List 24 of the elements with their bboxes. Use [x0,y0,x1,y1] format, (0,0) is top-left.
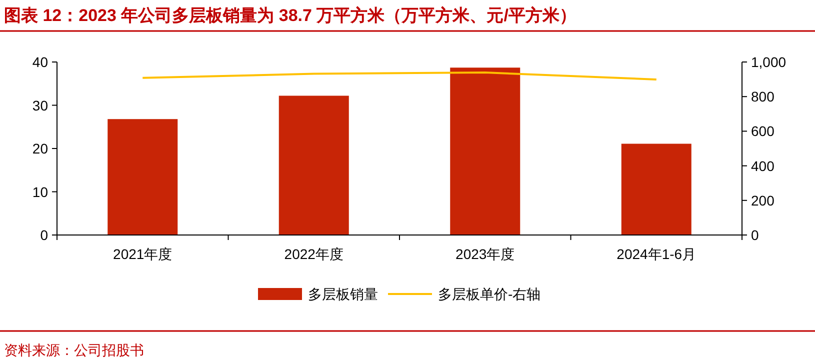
y-tick-label: 0 [40,227,48,243]
bar [621,144,692,235]
bar [278,96,349,235]
bar [450,68,520,235]
y2-tick-label: 200 [751,192,775,208]
line-series [142,72,658,80]
legend-label: 多层板单价-右轴 [438,286,541,302]
y2-tick-label: 0 [751,227,759,243]
y2-tick-label: 1,000 [751,54,786,70]
text: 资料来源：公司招股书 [4,342,144,358]
x-tick-label: 2022年度 [284,246,344,262]
y-tick-label: 30 [32,97,48,114]
x-tick-label: 2021年度 [113,246,172,262]
legend-label: 多层板销量 [308,286,378,302]
chart-title: 图表 12：2023 年公司多层板销量为 38.7 万平方米（万平方米、元/平方米） [4,6,576,25]
y-tick-label: 10 [32,184,48,200]
y2-tick-label: 400 [751,158,775,174]
y-tick-label: 40 [32,54,48,70]
x-tick-label: 2024年1-6月 [616,246,696,262]
y-tick-label: 20 [32,140,48,156]
y2-tick-label: 800 [751,88,775,105]
y2-tick-label: 600 [751,123,775,140]
x-tick-label: 2023年度 [456,246,515,262]
bar [108,119,178,235]
